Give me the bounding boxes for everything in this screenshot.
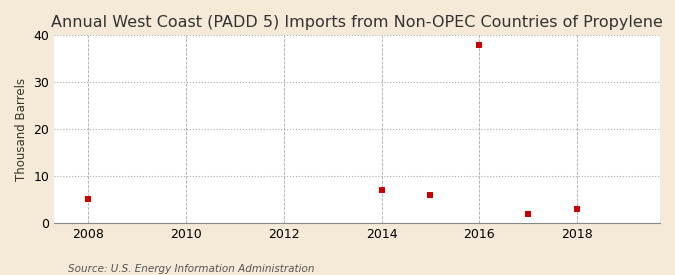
Y-axis label: Thousand Barrels: Thousand Barrels (15, 78, 28, 181)
Text: Source: U.S. Energy Information Administration: Source: U.S. Energy Information Administ… (68, 264, 314, 274)
Title: Annual West Coast (PADD 5) Imports from Non-OPEC Countries of Propylene: Annual West Coast (PADD 5) Imports from … (51, 15, 663, 30)
